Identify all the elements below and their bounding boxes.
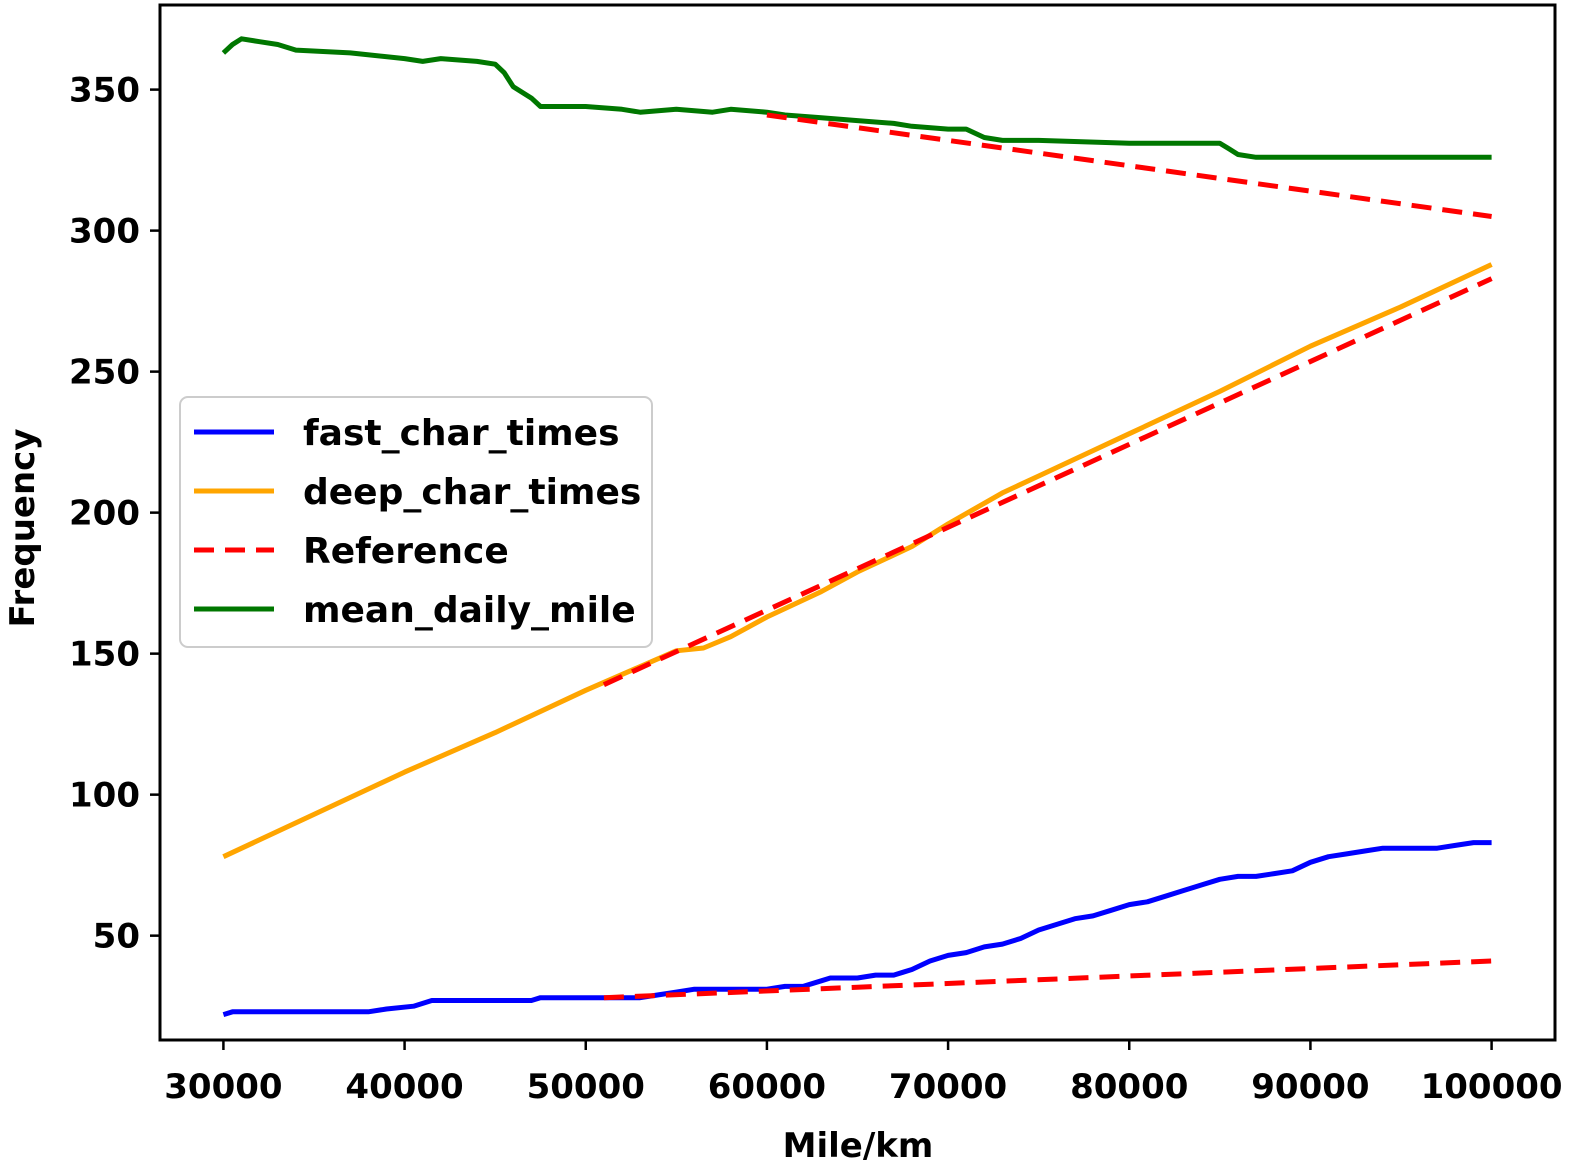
y-tick-label: 300 [69, 212, 140, 252]
x-tick-label: 40000 [345, 1067, 463, 1107]
legend: fast_char_times deep_char_times Reference m… [179, 396, 653, 648]
series-line-mean-daily-mile [221, 36, 1492, 160]
y-axis-label: Frequency [3, 428, 43, 627]
legend-box [179, 396, 653, 648]
x-tick-label: 60000 [708, 1067, 826, 1107]
x-tick-label: 70000 [889, 1067, 1007, 1107]
series-line-reference [603, 958, 1492, 1001]
series-line-fast-char-times [222, 840, 1492, 1017]
plot-frame [158, 3, 1557, 1042]
y-tick-label: 100 [69, 776, 140, 816]
x-tick-label: 90000 [1251, 1067, 1369, 1107]
plot-area [158, 3, 1557, 1042]
y-tick-label: 350 [69, 71, 140, 111]
series-layer [221, 36, 1493, 1017]
x-tick-label: 80000 [1070, 1067, 1188, 1107]
series-line-deep-char-times [222, 262, 1493, 859]
x-axis-label: Mile/km [783, 1126, 934, 1166]
legend-label: mean_daily_mile [303, 590, 636, 631]
y-tick-label: 200 [69, 494, 140, 534]
series-line-reference [602, 276, 1493, 687]
x-tick-label: 30000 [164, 1067, 282, 1107]
x-tick-label: 50000 [527, 1067, 645, 1107]
y-tick-label: 50 [93, 917, 140, 957]
axis-ticks: 30000 40000 50000 60000 70000 80000 90000 10000… [69, 71, 1563, 1107]
legend-label: Reference [303, 531, 509, 572]
x-tick-label: 100000 [1421, 1067, 1563, 1107]
legend-label: fast_char_times [303, 413, 620, 454]
y-tick-label: 250 [69, 353, 140, 393]
legend-label: deep_char_times [303, 472, 641, 513]
y-tick-label: 150 [69, 635, 140, 675]
series-line-reference [766, 112, 1492, 219]
